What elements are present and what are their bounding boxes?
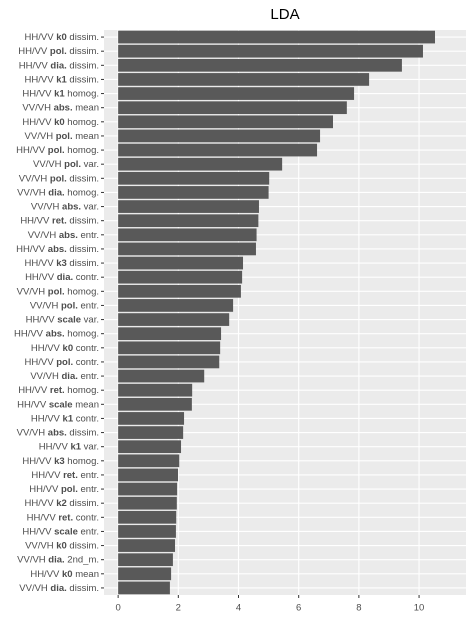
bar [118, 496, 177, 510]
y-tick-label: HH/VV k0 dissim. [25, 32, 99, 43]
bar [118, 87, 355, 100]
y-tick-label: HH/VV k0 homog. [22, 116, 99, 127]
y-tick-label: VV/VH dia. homog. [17, 187, 99, 198]
bar [118, 228, 257, 242]
y-tick-label: HH/VV k1 contr. [31, 413, 99, 424]
bar [118, 200, 259, 213]
bar [118, 73, 370, 86]
bar [118, 397, 192, 411]
y-tick-label: VV/VH dia. dissim. [19, 582, 99, 593]
bar [118, 214, 259, 228]
bar [118, 242, 256, 256]
y-tick-label: HH/VV k2 dissim. [25, 498, 99, 509]
y-tick-label: VV/VH abs. mean [22, 102, 99, 113]
bar [118, 44, 423, 58]
bar [118, 186, 269, 199]
x-tick-label: 4 [236, 603, 241, 614]
bar [118, 143, 318, 157]
y-tick-label: HH/VV ret. entr. [31, 469, 99, 480]
y-tick-label: HH/VV abs. dissim. [16, 243, 99, 254]
y-tick-label: HH/VV k0 mean [30, 568, 99, 579]
y-tick-label: HH/VV k3 dissim. [25, 258, 99, 269]
bar [118, 313, 230, 326]
y-tick-label: HH/VV ret. dissim. [20, 215, 99, 226]
bar [118, 284, 241, 298]
y-tick-label: VV/VH abs. dissim. [17, 427, 99, 438]
y-tick-label: HH/VV scale mean [17, 399, 99, 410]
y-tick-label: HH/VV ret. contr. [27, 512, 99, 523]
bar [118, 412, 185, 425]
bar [118, 567, 172, 581]
y-tick-label: HH/VV pol. contr. [25, 356, 99, 367]
y-tick-label: HH/VV k1 homog. [22, 88, 99, 99]
y-tick-label: VV/VH abs. entr. [28, 229, 99, 240]
y-tick-label: VV/VH dia. entr. [30, 371, 99, 382]
x-tick-label: 10 [414, 603, 425, 614]
x-tick-label: 2 [176, 603, 181, 614]
bar [118, 525, 176, 538]
y-tick-label: VV/VH pol. homog. [17, 286, 99, 297]
bar [118, 157, 283, 171]
y-tick-label: HH/VV k1 var. [39, 441, 99, 452]
bar [118, 299, 234, 312]
bar [118, 581, 170, 595]
bar [118, 454, 180, 468]
y-tick-label: HH/VV k3 homog. [22, 455, 99, 466]
x-tick-label: 8 [356, 603, 361, 614]
y-tick-label: HH/VV k0 contr. [31, 342, 99, 353]
y-tick-label: HH/VV ret. homog. [18, 385, 99, 396]
bar [118, 383, 193, 397]
chart-title: LDA [270, 6, 299, 23]
bar [118, 355, 220, 369]
x-tick-label: 0 [115, 603, 120, 614]
bar [118, 101, 347, 115]
bar [118, 440, 182, 454]
y-tick-label: VV/VH abs. var. [31, 201, 99, 212]
bar [118, 510, 177, 524]
bar [118, 426, 184, 439]
bar [118, 30, 436, 44]
y-tick-label: HH/VV dia. dissim. [19, 60, 99, 71]
y-tick-label: HH/VV pol. homog. [16, 145, 99, 156]
bar [118, 327, 222, 341]
x-tick-label: 6 [296, 603, 301, 614]
y-tick-label: VV/VH dia. 2nd_m. [17, 554, 99, 565]
bar [118, 482, 178, 496]
bar [118, 115, 333, 129]
bar [118, 539, 176, 552]
y-tick-label: HH/VV scale entr. [22, 526, 99, 537]
y-tick-label: VV/VH pol. mean [25, 130, 99, 141]
y-tick-label: HH/VV k1 dissim. [25, 74, 99, 85]
y-tick-label: HH/VV pol. dissim. [18, 46, 99, 57]
y-tick-label: VV/VH pol. dissim. [19, 173, 99, 184]
bar [118, 468, 179, 482]
bar [118, 58, 402, 72]
y-tick-label: VV/VH pol. var. [33, 159, 99, 170]
y-tick-label: HH/VV pol. entr. [29, 484, 99, 495]
y-tick-label: HH/VV scale var. [26, 314, 99, 325]
panel [104, 30, 466, 595]
y-tick-label: HH/VV abs. homog. [14, 328, 99, 339]
bar [118, 341, 221, 355]
y-tick-label: VV/VH k0 dissim. [25, 540, 99, 551]
bar [118, 553, 173, 567]
bar [118, 129, 321, 143]
bar [118, 270, 243, 284]
y-tick-label: HH/VV dia. contr. [25, 272, 99, 283]
bar [118, 256, 244, 270]
y-tick-label: VV/VH pol. entr. [30, 300, 99, 311]
bar [118, 369, 205, 383]
bar [118, 171, 270, 185]
